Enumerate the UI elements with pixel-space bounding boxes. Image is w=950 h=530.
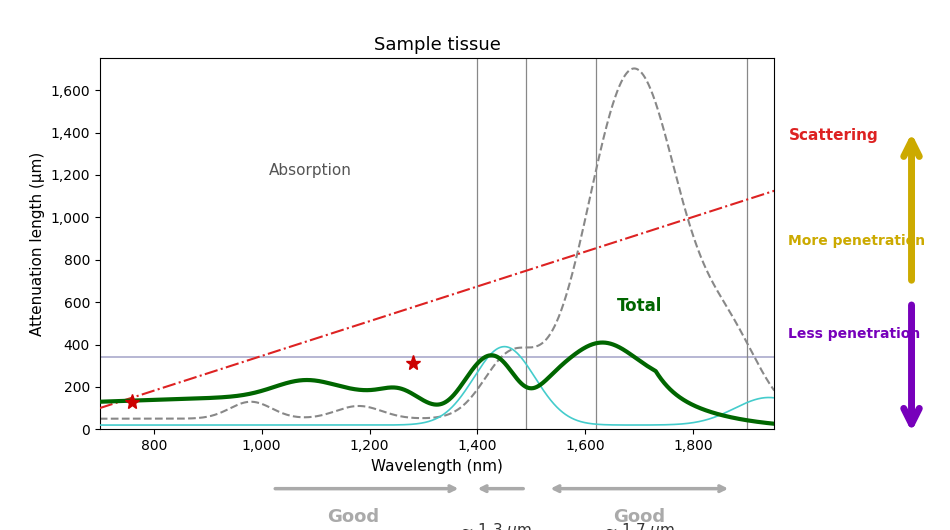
Text: Good: Good <box>614 508 665 526</box>
Text: ~ 1.3 $\mu$m: ~ 1.3 $\mu$m <box>461 522 532 530</box>
Text: Good: Good <box>328 508 379 526</box>
Y-axis label: Attenuation length (μm): Attenuation length (μm) <box>29 152 45 336</box>
Text: Scattering: Scattering <box>788 128 878 143</box>
Text: More penetration: More penetration <box>788 234 925 248</box>
Text: Total: Total <box>617 297 662 315</box>
Text: Less penetration: Less penetration <box>788 327 921 341</box>
Title: Sample tissue: Sample tissue <box>373 36 501 54</box>
Text: ~ 1.7 $\mu$m: ~ 1.7 $\mu$m <box>604 522 674 530</box>
Text: Absorption: Absorption <box>269 163 352 178</box>
X-axis label: Wavelength (nm): Wavelength (nm) <box>371 458 503 474</box>
